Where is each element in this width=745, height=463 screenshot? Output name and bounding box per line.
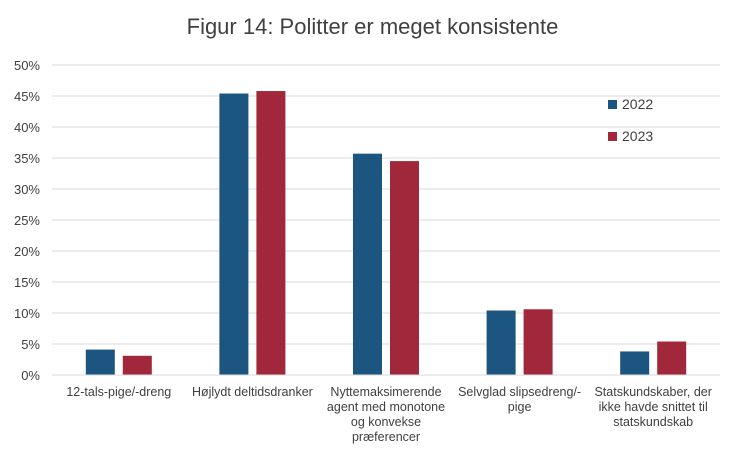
bar-2023-2 [390,161,419,375]
y-tick-label: 50% [14,58,40,73]
y-tick-label: 25% [14,213,40,228]
chart-title: Figur 14: Politter er meget konsistente [186,14,559,39]
bar-2022-0 [85,349,115,375]
y-tick-label: 0% [21,368,40,383]
x-tick-label: Nyttemaksimerende agent med monotone og … [326,385,446,444]
y-tick-label: 20% [14,244,40,259]
y-axis-ticks: 0% 5% 10% 15% 20% 25% 30% 35% 40% 45% 50% [14,58,40,383]
x-tick-label: Højlydt deltidsdranker [191,385,313,399]
legend-label: 2023 [622,128,654,144]
legend-item: 2022 [608,96,653,112]
y-tick-label: 40% [14,120,40,135]
bar-2022-2 [353,153,382,375]
bar-2022-1 [219,93,249,376]
y-tick-label: 5% [21,337,40,352]
y-tick-label: 45% [14,89,40,104]
x-tick-label: Selvglad slipsedreng/- pige [458,385,582,414]
bar-2022-3 [486,310,516,375]
legend-swatch [608,99,617,109]
legend-item: 2023 [608,128,653,144]
bar-2023-3 [523,309,553,375]
legend-swatch [608,131,617,141]
x-tick-label: Statskundskaber, der ikke havde snittet … [594,385,712,429]
y-tick-label: 30% [14,182,40,197]
legend-label: 2022 [622,96,654,112]
bar-2023-1 [256,91,286,375]
gridlines [52,64,720,345]
bar-2023-0 [122,355,152,375]
y-tick-label: 35% [14,151,40,166]
y-tick-label: 10% [14,306,40,321]
bar-2023-4 [657,341,687,375]
bar-2022-4 [620,351,650,375]
x-tick-label: 12-tals-pige/-dreng [66,385,172,399]
y-tick-label: 15% [14,275,40,290]
bars [85,91,687,376]
